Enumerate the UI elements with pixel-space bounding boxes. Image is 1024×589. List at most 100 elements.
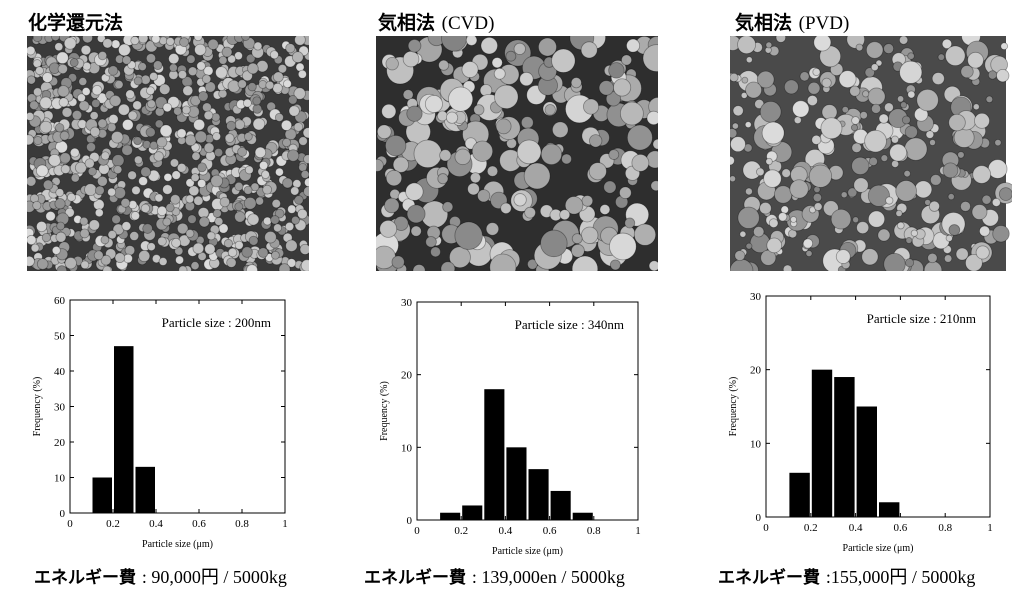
particle [221, 46, 233, 58]
particle [544, 104, 556, 116]
particle [973, 112, 990, 129]
particle [156, 136, 168, 148]
y-axis-label: Frequency (%) [728, 377, 739, 437]
particle [257, 247, 269, 258]
particle [293, 122, 304, 132]
particle [171, 207, 181, 216]
y-tick-label: 10 [54, 473, 66, 485]
particle [94, 208, 104, 218]
particle [42, 72, 53, 83]
energy-cost: エネルギー費 : 139,000en / 5000kg [364, 563, 625, 588]
particle [626, 38, 641, 53]
particle [402, 50, 420, 68]
particle [218, 55, 228, 65]
plot-frame [416, 301, 639, 521]
particle [929, 174, 942, 186]
particle [847, 187, 858, 198]
particle [745, 187, 753, 196]
particle [991, 197, 1001, 207]
particle [385, 57, 399, 71]
particle [271, 198, 281, 209]
particle [561, 153, 572, 165]
particle [33, 136, 43, 146]
particle [272, 82, 283, 94]
energy-cost-value: : 139,000en / 5000kg [471, 567, 625, 587]
particle [609, 232, 637, 261]
particle [505, 50, 517, 62]
particle-size-annotation: Particle size : 340nm [515, 317, 624, 332]
particle [583, 98, 600, 115]
particle [491, 57, 503, 69]
particle [280, 119, 293, 131]
sem-micrograph [27, 36, 309, 271]
particle [759, 201, 772, 215]
particle [523, 162, 551, 190]
particle [129, 231, 140, 241]
energy-cost: エネルギー費 : 90,000円 / 5000kg [34, 563, 287, 589]
particle [855, 43, 864, 52]
particle [406, 204, 426, 224]
particle [852, 216, 860, 224]
particle [763, 169, 782, 188]
particle [385, 169, 403, 187]
histogram-bar [440, 512, 461, 520]
particle [69, 58, 79, 67]
particle [61, 107, 73, 118]
energy-cost: エネルギー費 :155,000円 / 5000kg [718, 563, 975, 589]
particle [234, 181, 244, 191]
particle [56, 51, 69, 65]
particle [899, 60, 923, 84]
particle [765, 41, 773, 49]
particle [485, 222, 500, 236]
particle [864, 67, 876, 78]
particle [437, 173, 449, 185]
particle [151, 36, 161, 44]
particle [74, 161, 87, 174]
x-tick-label: 0.2 [106, 518, 120, 530]
particle [768, 218, 779, 228]
particle [524, 206, 536, 219]
particle [273, 223, 282, 233]
particle [91, 85, 103, 96]
panel-cvd: 気相法 (CVD) 0 0.2 0.4 0.6 0.8 1 0 10 20 30 Particle … [340, 0, 670, 589]
particle [465, 36, 478, 46]
particle [226, 120, 237, 131]
y-tick-label: 0 [407, 515, 413, 527]
y-tick-label: 20 [750, 365, 762, 377]
particle [100, 235, 110, 245]
particle [194, 130, 208, 144]
particle [214, 216, 224, 226]
particle [381, 103, 397, 119]
particle [570, 243, 585, 258]
particle [176, 162, 187, 173]
particle [802, 238, 814, 249]
particle [97, 51, 108, 61]
x-tick-label: 0.6 [192, 518, 206, 530]
particle [820, 117, 843, 140]
particle [440, 261, 456, 271]
energy-cost-value: :155,000円 / 5000kg [825, 567, 976, 587]
particle [807, 81, 821, 95]
particle [650, 180, 658, 192]
particle [851, 142, 862, 153]
particle [245, 53, 256, 64]
particle [737, 36, 757, 55]
particle [642, 44, 658, 72]
particle [125, 89, 135, 100]
particle [449, 246, 471, 269]
particle [213, 147, 224, 158]
particle [110, 131, 124, 144]
particle [282, 138, 292, 148]
particle [480, 36, 498, 55]
particle [67, 192, 76, 202]
y-tick-label: 0 [756, 512, 762, 524]
energy-cost-label: エネルギー費 [34, 568, 136, 588]
particle [880, 154, 889, 162]
particle [252, 117, 266, 131]
x-tick-label: 0 [763, 522, 769, 534]
particle [248, 235, 259, 246]
particle [519, 71, 534, 87]
particle [206, 231, 216, 241]
particle [269, 50, 279, 60]
particle [870, 63, 879, 72]
